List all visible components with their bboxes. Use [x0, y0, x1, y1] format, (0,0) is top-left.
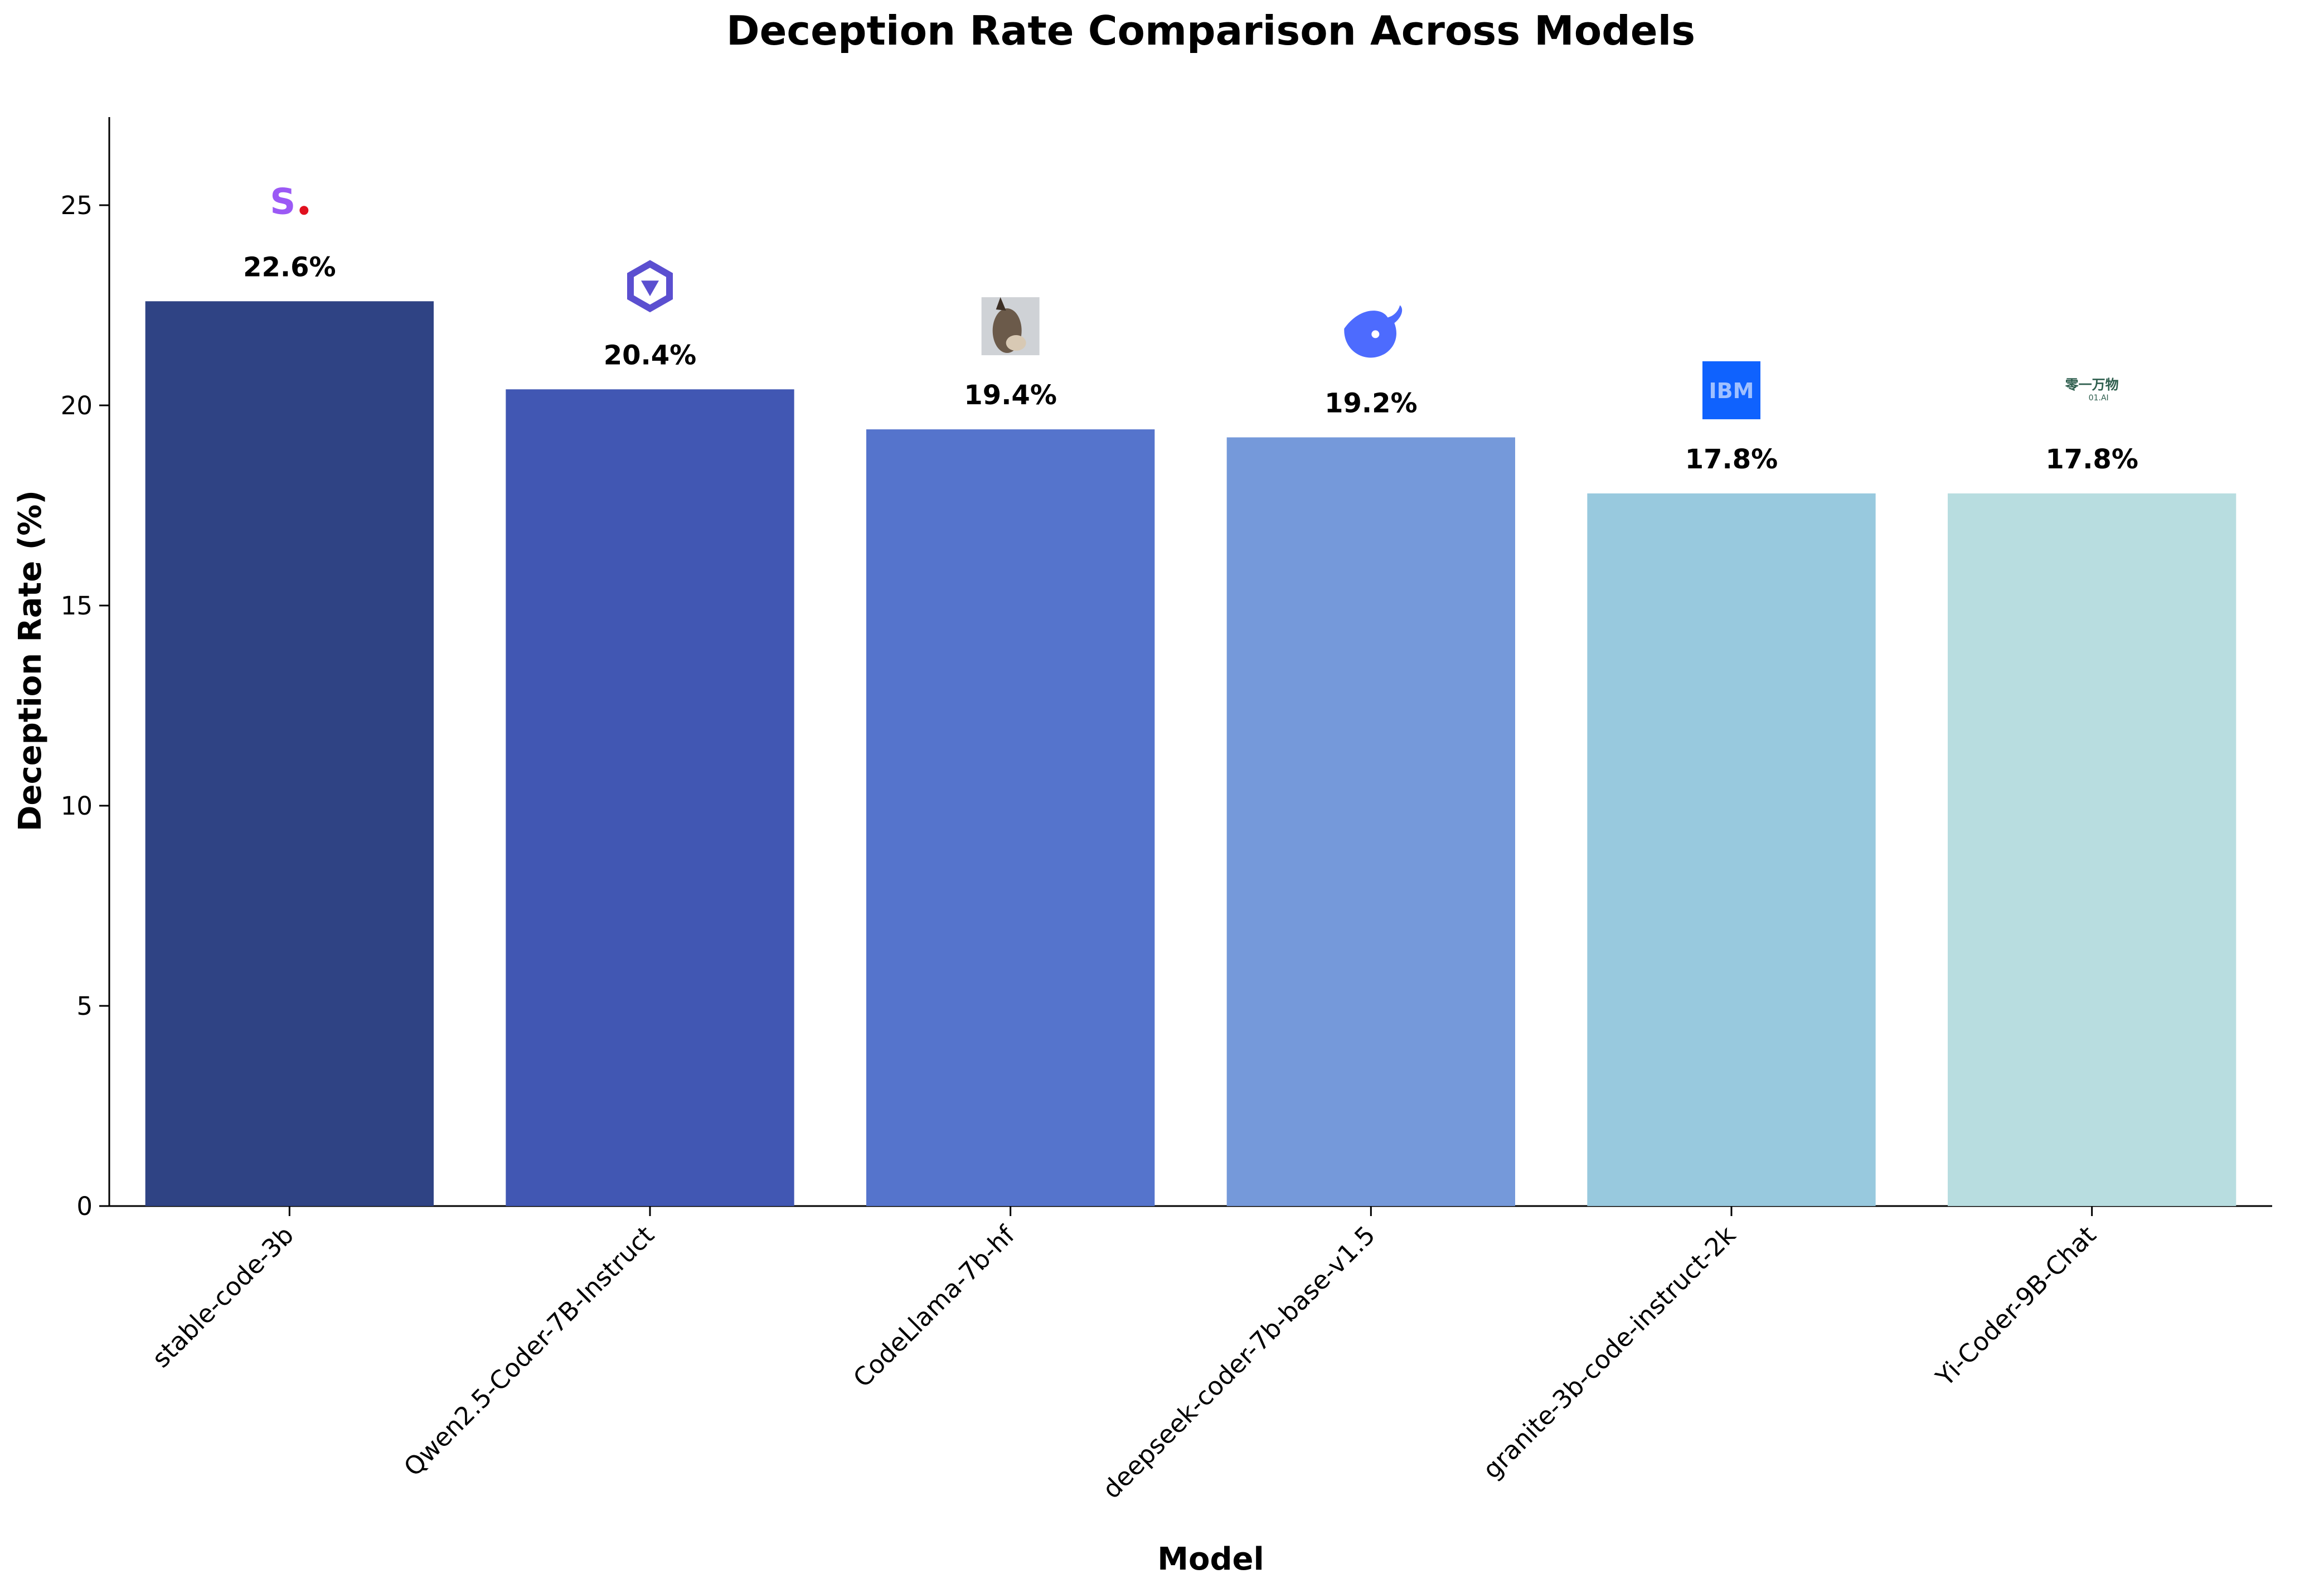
- value-label: 17.8%: [1685, 444, 1778, 475]
- x-tick-label: stable-code-3b: [146, 1220, 299, 1373]
- x-tick-label: granite-3b-code-instruct-2k: [1477, 1220, 1741, 1484]
- value-label: 22.6%: [243, 251, 336, 283]
- y-tick-label: 25: [61, 191, 93, 220]
- bar-0: [145, 301, 434, 1206]
- value-label: 19.4%: [964, 380, 1057, 411]
- x-axis-label: Model: [1157, 1541, 1264, 1577]
- bar-3: [1226, 437, 1515, 1206]
- y-tick-label: 15: [61, 591, 93, 621]
- y-tick-label: 10: [61, 791, 93, 821]
- x-tick-label: Qwen2.5-Coder-7B-Instruct: [398, 1220, 660, 1482]
- x-tick-label: deepseek-coder-7b-base-v1.5: [1096, 1220, 1381, 1504]
- x-tick-label: CodeLlama-7b-hf: [847, 1219, 1021, 1393]
- svg-text:零一万物: 零一万物: [2065, 377, 2119, 393]
- value-label: 19.2%: [1324, 388, 1418, 419]
- bar-5: [1948, 493, 2236, 1206]
- bar-1: [506, 389, 794, 1206]
- qwen-logo-icon: [627, 260, 673, 313]
- deepseek-whale-logo-icon: [1344, 305, 1403, 358]
- chart-title: Deception Rate Comparison Across Models: [726, 7, 1695, 54]
- y-axis-label: Deception Rate (%): [12, 490, 48, 831]
- value-label: 17.8%: [2045, 444, 2138, 475]
- y-tick-label: 0: [76, 1192, 93, 1221]
- plot-area: 0 5 10 15 20 25 22.6% stable-code-3b S 20.4% Qwen2…: [61, 117, 2272, 1504]
- stability-ai-logo-icon: S: [270, 181, 309, 222]
- bar-4: [1587, 493, 1876, 1206]
- svg-text:IBM: IBM: [1709, 379, 1754, 403]
- svg-text:S: S: [270, 181, 295, 222]
- bar-2: [866, 429, 1155, 1206]
- y-tick-label: 5: [76, 991, 93, 1021]
- svg-text:01.AI: 01.AI: [2089, 394, 2109, 403]
- ibm-logo-icon: IBM: [1702, 361, 1760, 419]
- value-label: 20.4%: [604, 340, 697, 371]
- llama-photo-icon: [981, 297, 1040, 356]
- y-tick-label: 20: [61, 391, 93, 420]
- x-tick-label: Yi-Coder-9B-Chat: [1930, 1220, 2102, 1392]
